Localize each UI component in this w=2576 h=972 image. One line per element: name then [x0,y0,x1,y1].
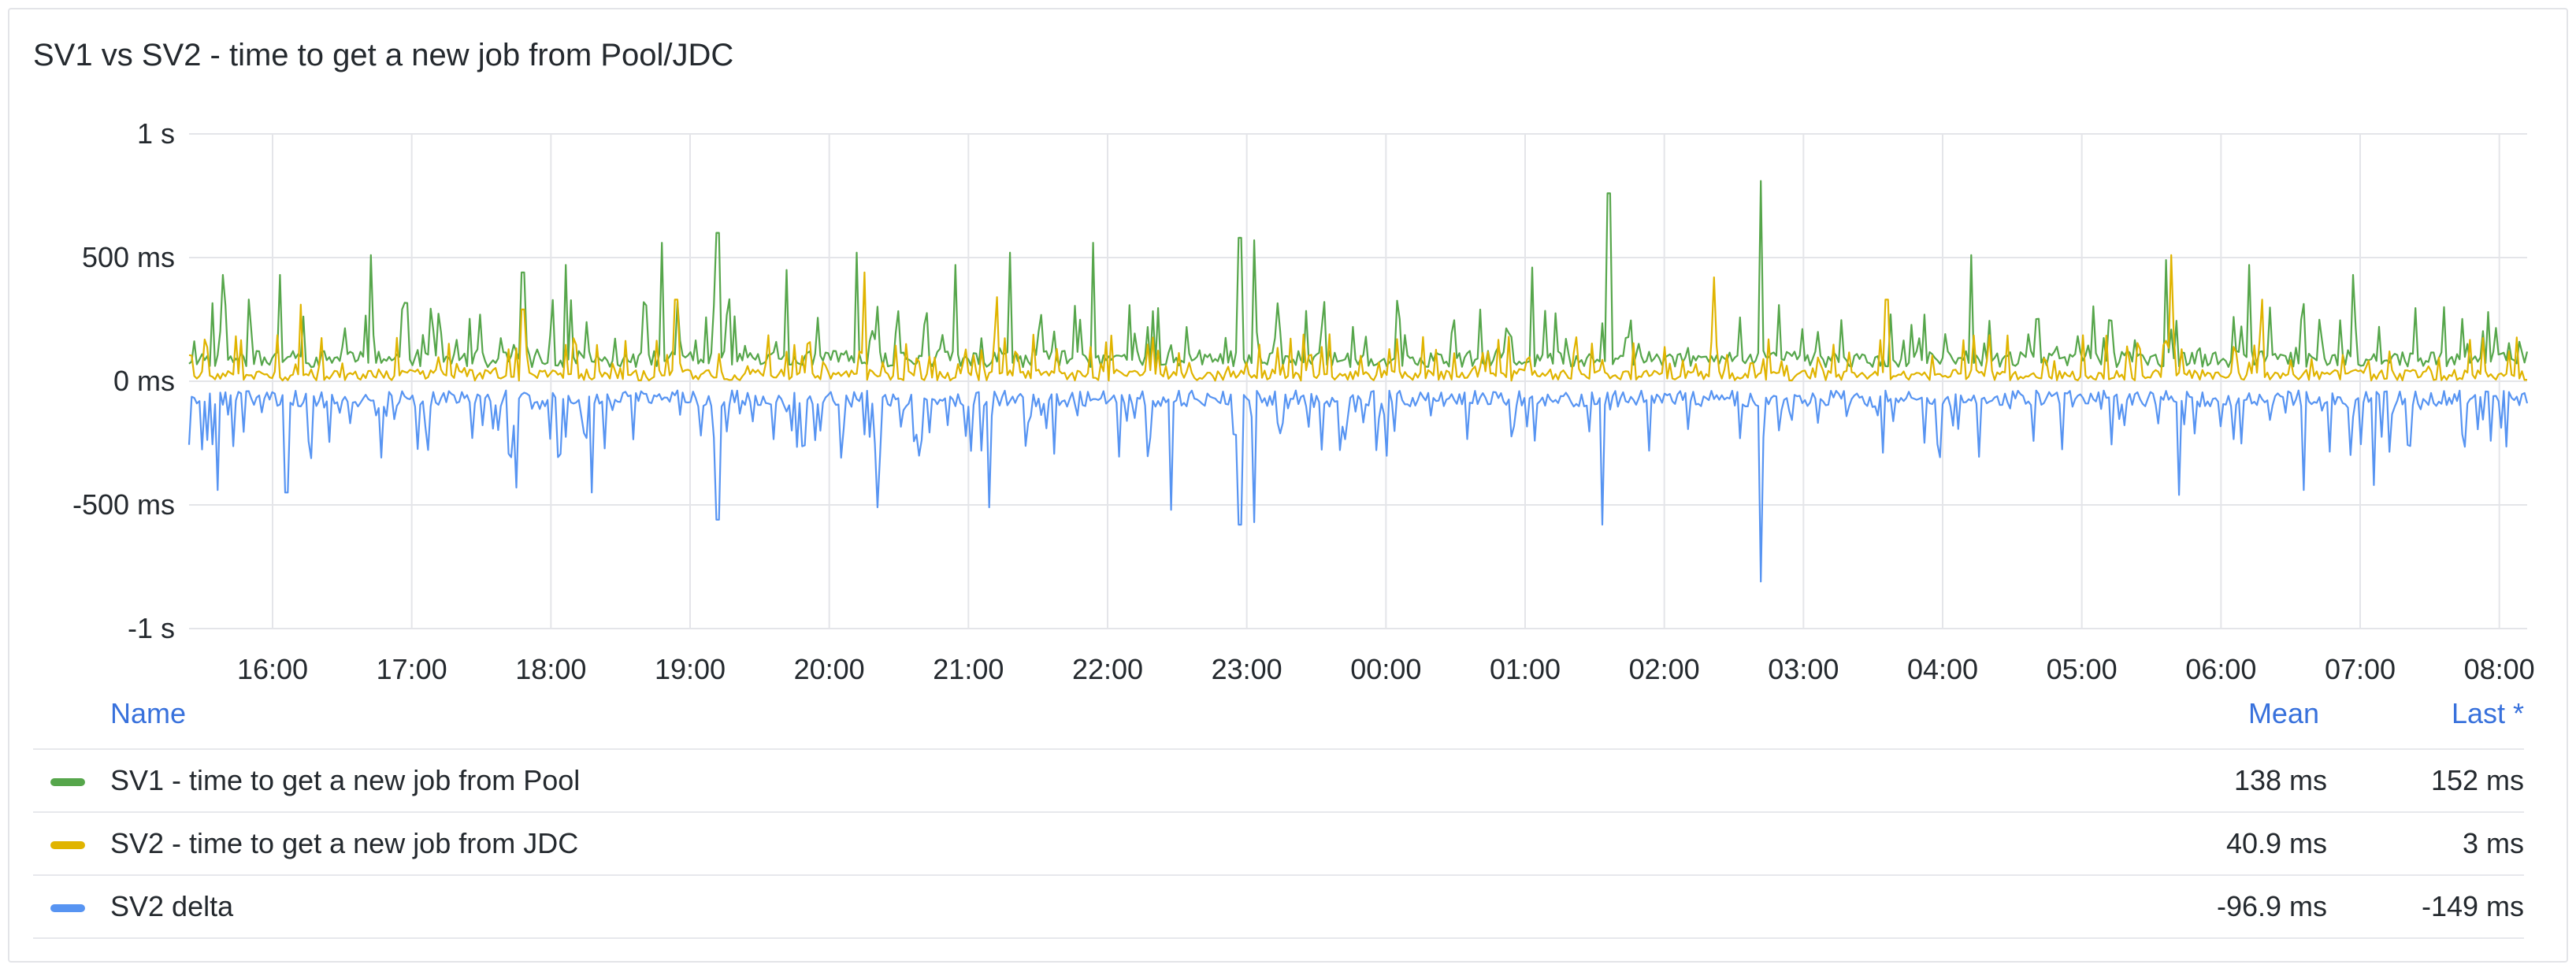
legend-mean-delta: -96.9 ms [2216,890,2327,922]
chart-panel: SV1 vs SV2 - time to get a new job from … [8,8,2568,963]
time-series-chart[interactable]: 1 s 500 ms 0 ms -500 ms -1 s 16:00 17:00 18:00… [0,0,2576,693]
series-line-1 [188,180,2529,369]
legend-last-sv1: 152 ms [2430,764,2524,796]
legend-row-sv1[interactable]: SV1 - time to get a new job from Pool 13… [33,748,2524,811]
x-tick-label: 20:00 [794,653,865,685]
x-tick-label: 05:00 [2047,653,2118,685]
y-tick-label: 0 ms [113,365,175,397]
x-tick-label: 00:00 [1350,653,1421,685]
x-axis-ticks: 16:00 17:00 18:00 19:00 20:00 21:00 22:00 23:00… [237,653,2535,685]
x-tick-label: 06:00 [2185,653,2256,685]
legend-last-sv2: 3 ms [2462,827,2524,859]
x-tick-label: 17:00 [377,653,447,685]
x-tick-label: 07:00 [2325,653,2396,685]
x-tick-label: 18:00 [515,653,586,685]
x-tick-label: 03:00 [1768,653,1839,685]
x-tick-label: 02:00 [1629,653,1700,685]
chart-series [187,180,2529,583]
y-tick-label: 500 ms [82,241,175,273]
x-tick-label: 04:00 [1907,653,1978,685]
legend-swatch-sv1 [50,778,85,786]
series-line-3 [187,389,2529,583]
x-tick-label: 01:00 [1490,653,1561,685]
y-tick-label: -1 s [128,612,175,644]
legend-header-name[interactable]: Name [110,697,187,729]
y-tick-label: 1 s [137,117,175,150]
chart-grid [189,133,2527,629]
legend-last-delta: -149 ms [2421,890,2524,922]
y-axis-ticks: 1 s 500 ms 0 ms -500 ms -1 s [72,117,175,644]
x-tick-label: 08:00 [2464,653,2535,685]
y-tick-label: -500 ms [72,488,175,521]
legend-name-sv2: SV2 - time to get a new job from JDC [110,827,579,859]
x-tick-label: 21:00 [933,653,1004,685]
legend-header-mean[interactable]: Mean [2248,697,2319,729]
legend-swatch-delta [50,904,85,912]
legend-mean-sv1: 138 ms [2233,764,2327,796]
legend-name-delta: SV2 delta [110,890,234,922]
legend-swatch-sv2 [50,841,85,849]
legend-header-last[interactable]: Last * [2451,697,2524,729]
legend-name-sv1: SV1 - time to get a new job from Pool [110,764,581,796]
legend-mean-sv2: 40.9 ms [2225,827,2327,859]
x-tick-label: 16:00 [237,653,308,685]
series-line-2 [188,254,2528,382]
x-tick-label: 22:00 [1072,653,1143,685]
x-tick-label: 23:00 [1212,653,1282,685]
legend-row-delta[interactable]: SV2 delta -96.9 ms -149 ms [33,874,2524,939]
x-tick-label: 19:00 [655,653,726,685]
panel-title: SV1 vs SV2 - time to get a new job from … [33,38,734,72]
legend-row-sv2[interactable]: SV2 - time to get a new job from JDC 40.… [33,811,2524,874]
